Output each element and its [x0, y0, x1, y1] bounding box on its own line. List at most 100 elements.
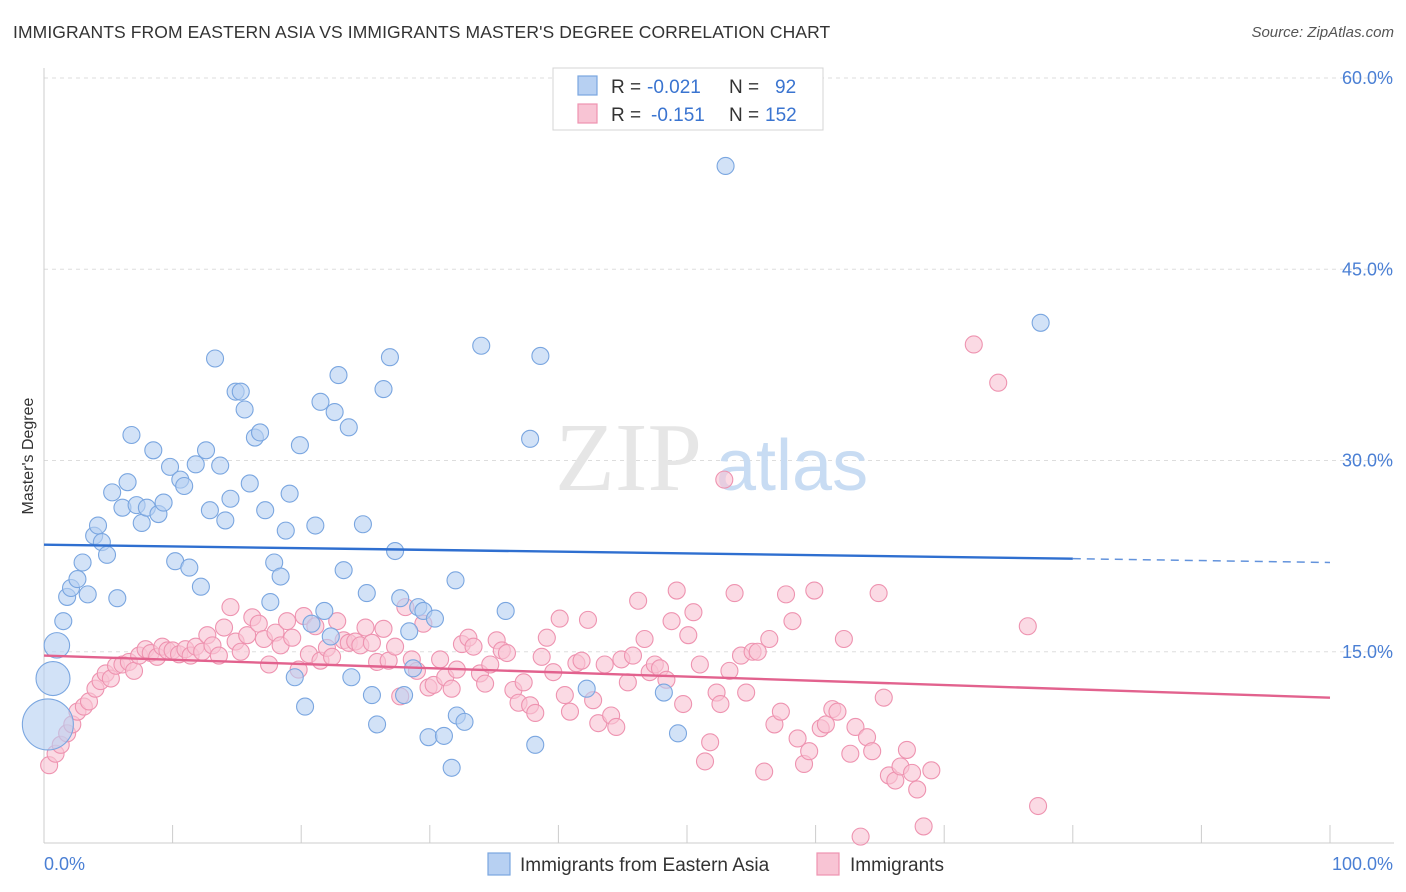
immigrants-point-75 — [464, 637, 483, 656]
immigrants-point-113 — [679, 626, 698, 645]
eastern-asia-point-39 — [235, 400, 254, 419]
legend-r-label-blue: R = — [611, 77, 641, 98]
immigrants-point-121 — [720, 661, 739, 680]
immigrants-point-119 — [711, 694, 730, 714]
eastern-asia-point-14 — [108, 589, 127, 608]
y-axis-title: Master's Degree — [20, 397, 37, 514]
eastern-asia-point-34 — [211, 456, 230, 475]
eastern-asia-point-91 — [1031, 313, 1050, 332]
immigrants-point-105 — [635, 629, 654, 649]
legend-swatch-pink — [577, 103, 598, 124]
x-tick-label-1: 100.0% — [1332, 854, 1393, 874]
immigrants-point-95 — [578, 610, 598, 629]
eastern-asia-point-86 — [531, 346, 550, 366]
immigrants-point-90 — [550, 609, 569, 628]
eastern-asia-point-68 — [386, 541, 405, 561]
immigrants-point-51 — [328, 612, 347, 631]
eastern-asia-point-50 — [290, 436, 309, 455]
immigrants-point-153 — [902, 763, 922, 782]
immigrants-point-77 — [476, 674, 495, 693]
trend-lines — [43, 543, 1331, 699]
eastern-asia-point-48 — [280, 484, 299, 503]
immigrants-points — [40, 335, 1048, 846]
eastern-asia-point-90 — [716, 156, 735, 176]
series-label-pink: Immigrants — [850, 855, 944, 876]
eastern-asia-point-59 — [334, 561, 353, 580]
immigrants-point-147 — [869, 584, 888, 603]
eastern-asia-point-57 — [325, 402, 344, 422]
immigrants-point-155 — [914, 817, 933, 836]
immigrants-point-112 — [674, 694, 693, 714]
eastern-asia-point-55 — [315, 601, 334, 621]
trend-line-eastern-asia-extension — [1072, 557, 1331, 564]
eastern-asia-point-67 — [380, 348, 399, 367]
immigrants-point-100 — [607, 717, 626, 737]
eastern-asia-point-69 — [391, 589, 410, 608]
legend-n-value-blue: 92 — [775, 77, 796, 98]
immigrants-point-71 — [442, 679, 461, 698]
series-label-blue: Immigrants from Eastern Asia — [520, 855, 770, 876]
immigrants-point-146 — [863, 742, 882, 761]
eastern-asia-point-61 — [342, 668, 361, 687]
eastern-asia-point-75 — [419, 728, 438, 747]
immigrants-point-122 — [725, 584, 744, 603]
immigrants-point-131 — [776, 585, 796, 604]
eastern-asia-point-40 — [240, 474, 259, 493]
immigrants-point-87 — [532, 647, 551, 666]
immigrants-point-141 — [834, 629, 853, 649]
immigrants-point-84 — [514, 673, 533, 692]
eastern-asia-point-0 — [21, 698, 74, 751]
eastern-asia-point-21 — [144, 441, 163, 460]
eastern-asia-point-13 — [103, 483, 122, 502]
immigrants-point-94 — [572, 651, 591, 670]
eastern-asia-point-85 — [526, 735, 545, 754]
immigrants-point-37 — [249, 614, 268, 633]
immigrants-point-59 — [374, 619, 393, 638]
immigrants-point-30 — [209, 646, 228, 665]
eastern-asia-point-78 — [442, 758, 461, 777]
immigrants-point-98 — [595, 655, 614, 674]
eastern-asia-point-66 — [374, 380, 393, 399]
immigrants-point-159 — [1018, 617, 1037, 636]
eastern-asia-point-44 — [261, 592, 280, 612]
immigrants-point-81 — [497, 643, 517, 663]
eastern-asia-points — [21, 156, 1050, 777]
eastern-asia-point-49 — [285, 668, 304, 687]
immigrants-point-132 — [783, 612, 802, 631]
series-swatch-pink — [816, 852, 840, 876]
eastern-asia-point-89 — [668, 724, 688, 743]
eastern-asia-point-8 — [78, 585, 97, 604]
eastern-asia-point-60 — [339, 418, 358, 437]
eastern-asia-point-81 — [455, 712, 474, 731]
immigrants-point-116 — [695, 752, 715, 771]
eastern-asia-point-24 — [160, 457, 180, 476]
trend-line-immigrants — [43, 654, 1331, 699]
immigrants-point-61 — [386, 637, 405, 656]
immigrants-point-102 — [618, 673, 637, 692]
immigrants-point-39 — [259, 655, 279, 674]
immigrants-point-158 — [989, 373, 1008, 392]
eastern-asia-point-38 — [231, 382, 250, 401]
immigrants-point-117 — [701, 733, 720, 752]
eastern-asia-point-71 — [400, 622, 419, 641]
eastern-asia-point-77 — [434, 726, 453, 745]
eastern-asia-point-29 — [186, 455, 205, 474]
eastern-asia-point-42 — [250, 423, 270, 442]
y-tick-label-3: 60.0% — [1342, 68, 1393, 88]
legend-r-value-blue: -0.021 — [647, 77, 701, 98]
tick-labels: 15.0% 30.0% 45.0% 60.0% 0.0% 100.0% — [44, 68, 1393, 874]
immigrants-point-91 — [555, 686, 574, 705]
immigrants-point-86 — [526, 703, 545, 723]
chart-title: IMMIGRANTS FROM EASTERN ASIA VS IMMIGRAN… — [13, 22, 831, 42]
eastern-asia-point-7 — [73, 553, 92, 572]
legend-r-value-pink: -0.151 — [651, 105, 705, 126]
immigrants-point-15 — [124, 661, 144, 680]
immigrants-point-138 — [816, 715, 835, 734]
eastern-asia-point-64 — [362, 686, 381, 705]
immigrants-point-154 — [908, 780, 927, 799]
eastern-asia-point-52 — [302, 614, 321, 633]
legend-n-label-pink: N = — [729, 105, 759, 126]
eastern-asia-point-1 — [35, 660, 71, 697]
eastern-asia-point-16 — [118, 473, 137, 492]
eastern-asia-point-17 — [122, 425, 141, 445]
